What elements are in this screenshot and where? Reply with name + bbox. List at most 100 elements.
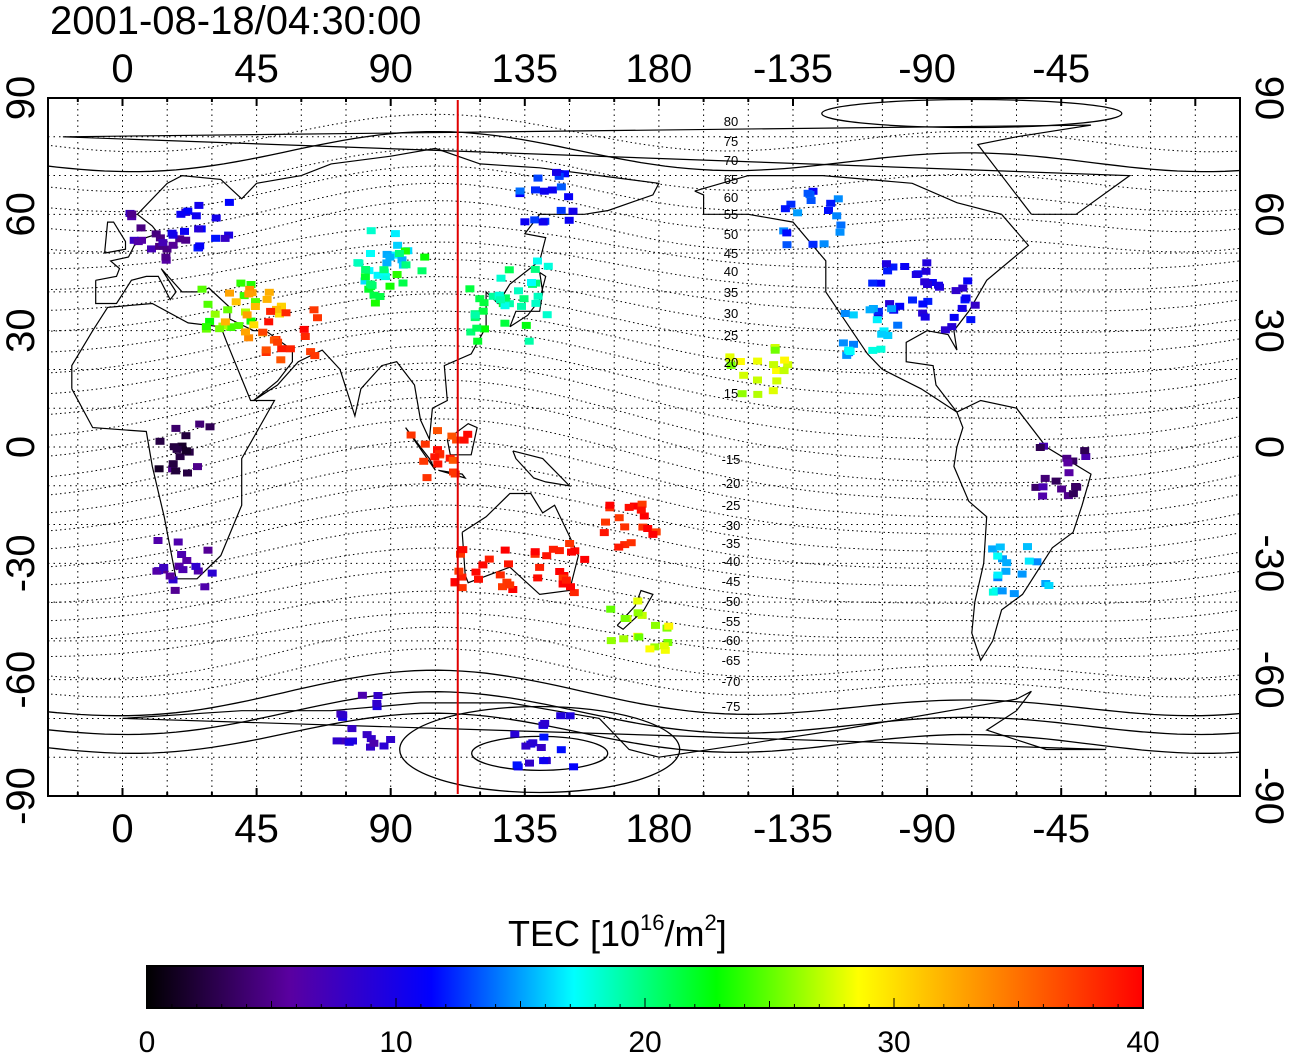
tec-cell bbox=[422, 474, 432, 482]
tec-cell bbox=[988, 545, 998, 553]
tec-cell bbox=[155, 234, 165, 242]
tec-cell bbox=[1080, 447, 1090, 455]
tec-cell bbox=[226, 323, 236, 331]
tec-cell bbox=[564, 193, 574, 201]
tec-cell bbox=[398, 279, 408, 287]
tec-cell bbox=[369, 291, 379, 299]
tec-cell bbox=[1040, 474, 1050, 482]
tec-cell bbox=[530, 265, 540, 273]
tec-cell bbox=[393, 241, 403, 249]
mlat-contour bbox=[48, 148, 1240, 193]
tec-cell bbox=[448, 456, 458, 464]
tec-cell bbox=[465, 285, 475, 293]
tec-cell bbox=[601, 518, 610, 526]
tec-cell bbox=[605, 501, 615, 509]
tec-cell bbox=[793, 209, 803, 217]
tec-cell bbox=[452, 436, 462, 444]
colorbar-tick-label: 40 bbox=[1126, 1026, 1159, 1057]
tec-cell bbox=[500, 294, 510, 302]
contour-label: -45 bbox=[722, 574, 741, 589]
tec-cell bbox=[457, 584, 467, 592]
tec-cell bbox=[845, 348, 855, 355]
bottom-lon-label: -90 bbox=[898, 807, 956, 851]
top-lon-label: -90 bbox=[898, 47, 956, 91]
tec-cell bbox=[568, 207, 578, 215]
tec-cell bbox=[970, 301, 980, 309]
tec-cell bbox=[876, 279, 886, 287]
contour-label: 45 bbox=[724, 246, 738, 261]
contour-label: 70 bbox=[724, 153, 738, 168]
tec-cell bbox=[194, 201, 204, 209]
mlat-contour bbox=[48, 712, 1240, 754]
tec-cell bbox=[528, 739, 538, 747]
tec-cell bbox=[533, 574, 543, 582]
tec-cell bbox=[310, 352, 320, 360]
tec-cell bbox=[459, 436, 469, 444]
tec-cell bbox=[357, 691, 367, 699]
tec-cell bbox=[1038, 483, 1048, 491]
colorbar-tick-label: 0 bbox=[139, 1026, 156, 1057]
tec-cell bbox=[386, 736, 396, 743]
tec-cell bbox=[275, 310, 284, 318]
tec-cell bbox=[207, 569, 217, 577]
tec-cell bbox=[201, 323, 211, 331]
tec-cell bbox=[277, 345, 287, 353]
tec-cell bbox=[893, 321, 903, 329]
tec-cell bbox=[484, 555, 494, 563]
tec-cell bbox=[373, 271, 383, 279]
bottom-lon-label: -135 bbox=[753, 807, 833, 851]
tec-cell bbox=[877, 330, 887, 338]
tec-cell bbox=[380, 273, 390, 281]
top-lon-label: -135 bbox=[753, 47, 833, 91]
tec-cell bbox=[205, 317, 215, 325]
tec-cell bbox=[420, 440, 430, 448]
contour-label: -40 bbox=[722, 554, 741, 569]
tec-cell bbox=[306, 348, 316, 356]
tec-cell bbox=[530, 216, 540, 224]
tec-cell bbox=[1038, 492, 1048, 500]
tec-cell bbox=[556, 746, 566, 754]
bottom-longitude-labels: 0 45 90 135 180 -135 -90 -45 bbox=[111, 807, 1090, 851]
right-lat-label: 60 bbox=[1247, 192, 1291, 237]
tec-cell bbox=[927, 279, 937, 286]
tec-cell bbox=[556, 183, 566, 191]
tec-cell bbox=[155, 242, 165, 250]
tec-cell bbox=[366, 743, 375, 751]
tec-cell bbox=[660, 646, 670, 654]
coastline bbox=[446, 423, 478, 456]
tec-cell bbox=[923, 281, 932, 288]
tec-cell bbox=[379, 266, 389, 274]
tec-cell bbox=[127, 210, 137, 218]
tec-cell bbox=[949, 313, 959, 321]
tec-cell bbox=[435, 450, 445, 458]
mlat-contour bbox=[48, 276, 1240, 333]
tec-cell bbox=[908, 296, 917, 304]
right-lat-label: 30 bbox=[1247, 308, 1291, 353]
tec-cell bbox=[726, 361, 736, 369]
tec-cell bbox=[496, 274, 506, 282]
mlat-contour bbox=[48, 669, 1240, 717]
contour-label: -60 bbox=[722, 633, 741, 648]
coastline bbox=[512, 450, 572, 487]
tec-cell bbox=[835, 228, 845, 236]
tec-cell bbox=[539, 187, 549, 195]
tec-cell bbox=[258, 328, 268, 336]
contour-label: 60 bbox=[724, 190, 738, 205]
tec-cell bbox=[504, 560, 513, 568]
tec-cell bbox=[900, 263, 910, 270]
mlat-contour bbox=[48, 130, 1240, 173]
tec-cell bbox=[385, 253, 395, 261]
tec-cell bbox=[735, 358, 745, 365]
tec-cell bbox=[360, 277, 370, 285]
tec-cell bbox=[347, 725, 357, 733]
tec-cell bbox=[161, 253, 171, 261]
tec-cell bbox=[1063, 492, 1073, 500]
tec-cell bbox=[514, 287, 523, 295]
coastline bbox=[95, 147, 660, 442]
tec-cell bbox=[473, 337, 483, 345]
mlat-contour bbox=[48, 310, 1240, 376]
tec-cell bbox=[920, 313, 930, 321]
tec-cell bbox=[215, 325, 225, 333]
tec-cell bbox=[246, 281, 256, 288]
tec-cell bbox=[1017, 570, 1027, 578]
